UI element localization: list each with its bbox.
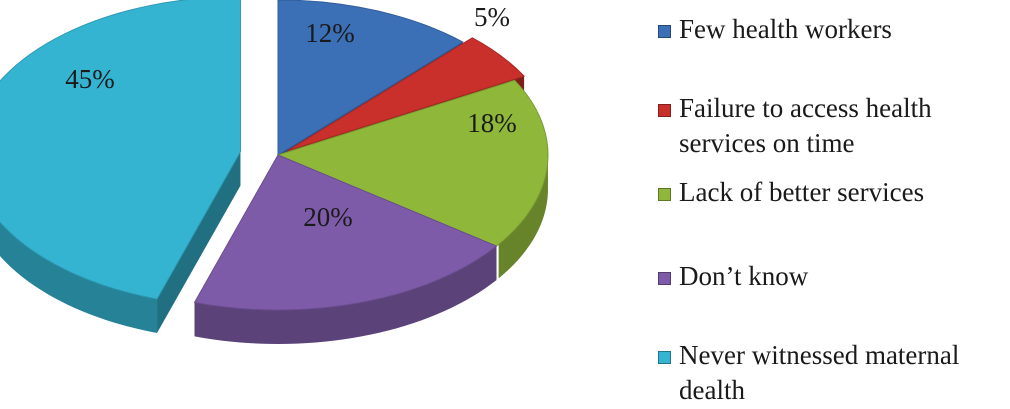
pie-slice-top (0, 0, 241, 300)
pie-slice-rim (0, 222, 158, 334)
legend-swatch-dont-know (658, 272, 671, 285)
pie-slice-top (277, 0, 464, 156)
pie-slice-top (193, 154, 498, 311)
pie-slice-top (287, 37, 526, 152)
pie-slice-rim (498, 152, 548, 279)
pie-slice-never-witnessed-maternal-dealth (0, 0, 241, 334)
legend-swatch-lack-of-better-services (658, 188, 671, 201)
data-label-don-t-know: 20% (303, 202, 353, 232)
data-label-failure-to-access-health-services-on-time: 5% (474, 2, 510, 32)
pie-slices-layer (0, 0, 549, 344)
data-label-lack-of-better-services: 18% (467, 108, 517, 138)
legend-swatch-few-health-workers (658, 25, 671, 38)
legend-swatch-never-witnessed (658, 351, 671, 364)
legend-label-dont-know: Don’t know (679, 261, 809, 291)
data-label-few-health-workers: 12% (305, 18, 355, 48)
pie-slice-don-t-know (193, 154, 498, 344)
legend-label-few-health-workers: Few health workers (679, 14, 892, 44)
pie-slice-top (276, 79, 549, 247)
data-label-never-witnessed-maternal-dealth: 45% (65, 64, 115, 94)
chart-legend: Few health workers Failure to access hea… (658, 0, 1008, 409)
pie-slice-wall (157, 151, 241, 334)
pie-plot-area: 12% 5% 18% 20% 45% (0, 0, 549, 344)
pie-labels-layer: 12% 5% 18% 20% 45% (65, 2, 517, 232)
legend-swatch-failure-to-access (658, 104, 671, 117)
legend-label-failure-to-access: Failure to access health services on tim… (679, 93, 932, 158)
pie-slice-rim (194, 246, 497, 344)
legend-label-lack-of-better-services: Lack of better services (679, 177, 925, 207)
legend-label-never-witnessed: Never witnessed maternal dealth (679, 340, 960, 405)
